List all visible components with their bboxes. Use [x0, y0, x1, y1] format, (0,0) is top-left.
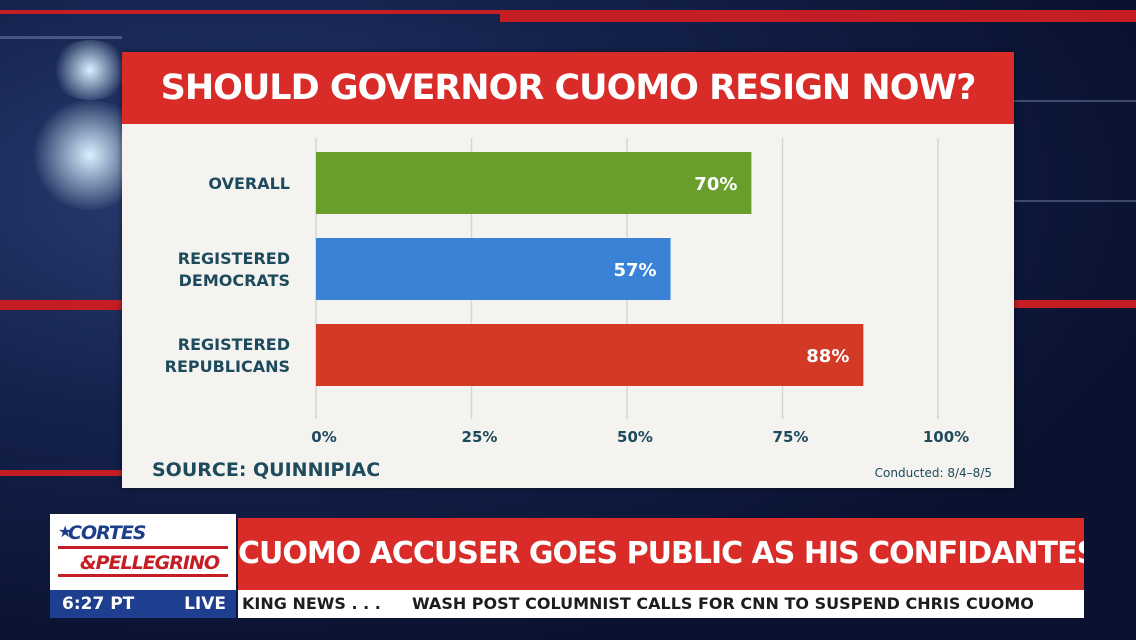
x-tick-label: 50%	[617, 428, 653, 446]
logo-line2: &PELLEGRINO	[80, 552, 220, 574]
bar	[316, 152, 752, 214]
data-label: 88%	[806, 346, 849, 367]
bar	[316, 238, 671, 300]
category-label: REPUBLICANS	[165, 357, 290, 376]
headline-bar: CUOMO ACCUSER GOES PUBLIC AS HIS CONFIDA…	[238, 518, 1084, 590]
logo-line1: CORTES	[68, 522, 146, 544]
news-ticker: KING NEWS . . . WASH POST COLUMNIST CALL…	[238, 590, 1084, 618]
x-tick-label: 75%	[773, 428, 809, 446]
x-tick-label: 25%	[462, 428, 498, 446]
data-label: 70%	[694, 174, 737, 195]
data-label: 57%	[613, 260, 656, 281]
chart-title: SHOULD GOVERNOR CUOMO RESIGN NOW?	[160, 68, 977, 108]
time-bar: 6:27 PT LIVE	[50, 590, 236, 618]
chart-panel: SHOULD GOVERNOR CUOMO RESIGN NOW? 0% 25% 5…	[122, 52, 1014, 488]
live-badge: LIVE	[184, 594, 226, 614]
conducted-note: Conducted: 8/4–8/5	[874, 466, 992, 480]
bar-chart: 0% 25% 50% 75% 100% 70% OVERALL 57% REGISTERED DE…	[165, 138, 969, 446]
show-logo: ★ CORTES &PELLEGRINO	[50, 514, 236, 590]
ticker-item-right: WASH POST COLUMNIST CALLS FOR CNN TO SUS…	[412, 594, 1034, 613]
title-bar: SHOULD GOVERNOR CUOMO RESIGN NOW?	[122, 52, 1014, 124]
category-label: OVERALL	[208, 174, 290, 193]
category-label: REGISTERED	[178, 335, 290, 354]
clock-time: 6:27 PT	[62, 594, 135, 614]
x-tick-label: 100%	[923, 428, 969, 446]
category-label: DEMOCRATS	[179, 271, 290, 290]
x-tick-label: 0%	[311, 428, 336, 446]
headline: CUOMO ACCUSER GOES PUBLIC AS HIS CONFIDA…	[238, 536, 1084, 571]
star-icon: ★	[58, 522, 73, 541]
lower-third: ★ CORTES &PELLEGRINO 6:27 PT LIVE CUOMO …	[50, 514, 1086, 624]
chart-source: SOURCE: QUINNIPIAC	[152, 459, 381, 481]
bar	[316, 324, 864, 386]
category-label: REGISTERED	[178, 249, 290, 268]
ticker-item-left: KING NEWS . . .	[242, 594, 381, 613]
